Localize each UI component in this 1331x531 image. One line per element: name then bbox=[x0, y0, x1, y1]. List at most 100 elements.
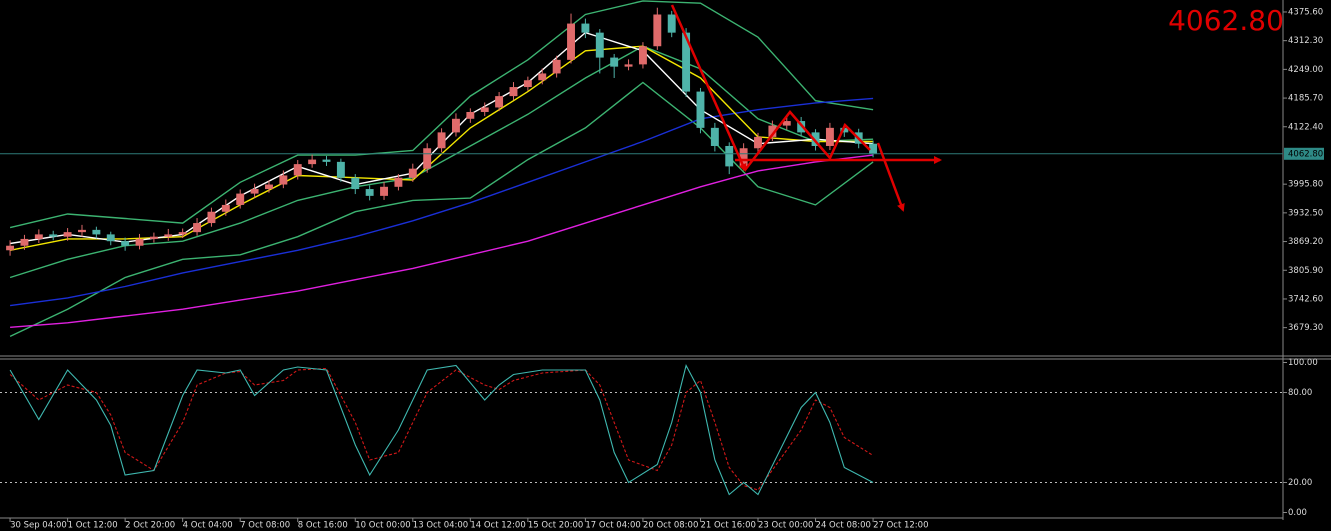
candle-body bbox=[408, 168, 417, 178]
x-tick-label: 20 Oct 08:00 bbox=[643, 521, 698, 531]
candle-body bbox=[624, 64, 633, 67]
candle-body bbox=[696, 91, 705, 128]
x-tick-label: 10 Oct 00:00 bbox=[355, 521, 410, 531]
x-tick-label: 4 Oct 04:00 bbox=[183, 521, 233, 531]
x-tick-label: 14 Oct 12:00 bbox=[470, 521, 525, 531]
candle-body bbox=[336, 161, 345, 178]
candle-body bbox=[811, 132, 820, 146]
candle-body bbox=[825, 127, 834, 146]
candle-body bbox=[667, 14, 676, 33]
y-tick-label: 3995.80 bbox=[1288, 180, 1323, 190]
candle-body bbox=[509, 87, 518, 97]
candle-body bbox=[207, 211, 216, 224]
candle-body bbox=[236, 193, 245, 205]
y-tick-label: 4185.70 bbox=[1288, 94, 1323, 104]
candle-body bbox=[351, 177, 360, 190]
y-tick-label: 3679.30 bbox=[1288, 323, 1323, 333]
y-tick-label: 20.00 bbox=[1288, 478, 1312, 488]
x-tick-label: 1 Oct 12:00 bbox=[68, 521, 118, 531]
candle-body bbox=[710, 127, 719, 146]
candle-body bbox=[495, 96, 504, 108]
x-tick-label: 17 Oct 04:00 bbox=[585, 521, 640, 531]
candle-body bbox=[768, 125, 777, 137]
y-tick-label: 3932.50 bbox=[1288, 208, 1323, 218]
y-tick-label: 3742.60 bbox=[1288, 294, 1323, 304]
y-tick-label: 4122.40 bbox=[1288, 122, 1323, 132]
stochastic-line bbox=[9, 367, 874, 491]
indicator-line bbox=[9, 45, 874, 279]
candle-body bbox=[595, 32, 604, 58]
candle-body bbox=[265, 184, 273, 190]
x-tick-label: 21 Oct 16:00 bbox=[700, 521, 755, 531]
trend-zigzag bbox=[744, 110, 871, 171]
y-tick-label: 4375.60 bbox=[1288, 7, 1323, 17]
indicator-line bbox=[10, 97, 874, 307]
candle-body bbox=[34, 234, 43, 239]
y-tick-label: 3805.90 bbox=[1288, 266, 1323, 276]
candle-body bbox=[308, 159, 317, 165]
candle-body bbox=[121, 241, 130, 246]
x-tick-label: 30 Sep 04:00 bbox=[10, 521, 67, 531]
current-price-box bbox=[1284, 147, 1324, 160]
x-tick-label: 15 Oct 20:00 bbox=[528, 521, 583, 531]
candle-body bbox=[538, 73, 547, 81]
candle-body bbox=[567, 23, 575, 60]
y-tick-label: 4249.00 bbox=[1288, 65, 1323, 75]
candle-body bbox=[739, 148, 748, 167]
candle-body bbox=[754, 136, 762, 149]
candle-body bbox=[638, 46, 647, 65]
candle-body bbox=[725, 145, 734, 167]
candle-body bbox=[78, 229, 86, 233]
candle-body bbox=[523, 80, 532, 88]
candle-body bbox=[322, 159, 331, 162]
candle-body bbox=[653, 14, 662, 47]
candle-body bbox=[193, 223, 202, 233]
candle-body bbox=[423, 148, 432, 169]
trend-arrow bbox=[670, 4, 747, 172]
x-tick-label: 23 Oct 00:00 bbox=[758, 521, 813, 531]
x-tick-label: 8 Oct 16:00 bbox=[298, 521, 348, 531]
indicator-line bbox=[10, 154, 874, 328]
candle-body bbox=[682, 32, 691, 92]
current-price-label: 4062.80 bbox=[1288, 149, 1323, 159]
x-tick-label: 13 Oct 04:00 bbox=[413, 521, 468, 531]
trend-annotations bbox=[670, 4, 942, 212]
y-tick-label: 0.00 bbox=[1288, 508, 1307, 518]
candle-body bbox=[451, 118, 460, 133]
y-tick-label: 80.00 bbox=[1288, 388, 1312, 398]
candle-body bbox=[221, 204, 230, 212]
candle-body bbox=[135, 238, 144, 246]
stochastic-line bbox=[9, 363, 874, 496]
candle-body bbox=[394, 177, 403, 187]
y-tick-label: 3869.20 bbox=[1288, 237, 1323, 247]
candle-body bbox=[164, 234, 173, 237]
candle-body bbox=[49, 234, 58, 237]
candle-body bbox=[279, 175, 288, 185]
candle-body bbox=[610, 57, 619, 67]
down-arrow bbox=[876, 142, 905, 212]
candle-body bbox=[6, 245, 15, 251]
candle-body bbox=[552, 59, 561, 74]
candle-body bbox=[581, 23, 590, 33]
candle-body bbox=[250, 189, 259, 194]
candle-body bbox=[20, 238, 29, 246]
indicator-line bbox=[9, 0, 874, 229]
x-tick-label: 24 Oct 08:00 bbox=[816, 521, 871, 531]
price-annotation: 4062.80 bbox=[1168, 4, 1284, 37]
candle-body bbox=[92, 229, 101, 235]
x-tick-label: 27 Oct 12:00 bbox=[873, 521, 928, 531]
candle-body bbox=[380, 186, 388, 196]
candle-body bbox=[869, 143, 878, 154]
candle-body bbox=[63, 232, 72, 237]
candle-body bbox=[178, 232, 187, 235]
y-tick-label: 100.00 bbox=[1288, 358, 1318, 368]
candle-body bbox=[437, 132, 446, 149]
candle-body bbox=[782, 121, 791, 126]
x-tick-label: 2 Oct 20:00 bbox=[125, 521, 175, 531]
candle-body bbox=[365, 189, 374, 196]
candle-body bbox=[466, 111, 475, 119]
candle-body bbox=[149, 236, 158, 239]
